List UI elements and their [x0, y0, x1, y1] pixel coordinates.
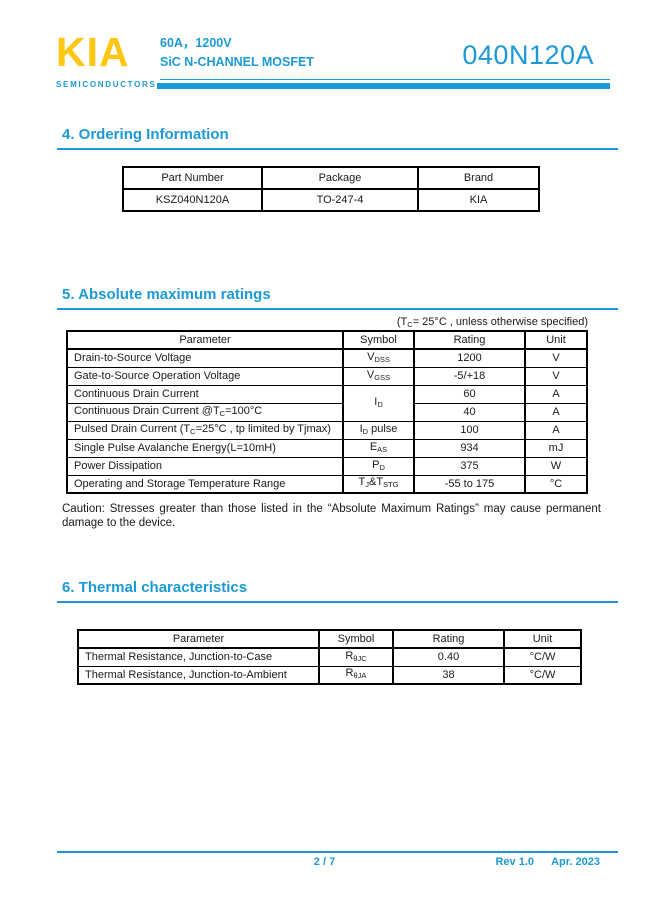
table-row: Power Dissipation PD 375 W — [66, 456, 588, 476]
device-summary: 60A，1200V SiC N-CHANNEL MOSFET — [160, 34, 314, 72]
table-row: Gate-to-Source Operation Voltage VGSS -5… — [66, 366, 588, 386]
cell-param: Power Dissipation — [66, 456, 344, 476]
cell-symbol: ID — [342, 384, 415, 422]
cell-unit: mJ — [524, 438, 588, 458]
cell-package: TO-247-4 — [261, 188, 419, 212]
cell-rating: 100 — [413, 420, 526, 440]
cell-unit: V — [524, 348, 588, 368]
table-row: Pulsed Drain Current (TC=25°C , tp limit… — [66, 420, 588, 440]
cell-param: Single Pulse Avalanche Energy(L=10mH) — [66, 438, 344, 458]
col-header-parameter: Parameter — [77, 629, 320, 649]
cell-rating: 934 — [413, 438, 526, 458]
cell-unit: W — [524, 456, 588, 476]
col-header-parameter: Parameter — [66, 330, 344, 350]
cell-rating: 40 — [413, 402, 526, 422]
cell-rating: 375 — [413, 456, 526, 476]
ordering-table-header-row: Part Number Package Brand — [122, 166, 540, 190]
device-rating-line: 60A，1200V — [160, 36, 232, 50]
thermal-header-row: Parameter Symbol Rating Unit — [77, 629, 582, 649]
cell-param: Thermal Resistance, Junction-to-Case — [77, 647, 320, 667]
cell-unit: A — [524, 402, 588, 422]
device-type-line: SiC N-CHANNEL MOSFET — [160, 55, 314, 69]
cell-unit: °C — [524, 474, 588, 494]
col-header-unit: Unit — [503, 629, 582, 649]
cell-unit: °C/W — [503, 665, 582, 685]
revision-label: Rev 1.0 — [495, 856, 535, 868]
kia-logo: KIA — [56, 29, 130, 75]
revision-date: Apr. 2023 — [551, 856, 600, 868]
table-row: Thermal Resistance, Junction-to-Case RθJ… — [77, 647, 582, 667]
page-indicator: 2 / 7 — [313, 856, 336, 868]
cell-param: Continuous Drain Current — [66, 384, 344, 404]
section-rule-ordering — [57, 148, 618, 150]
cell-rating: -5/+18 — [413, 366, 526, 386]
col-header-rating: Rating — [392, 629, 505, 649]
col-header-rating: Rating — [413, 330, 526, 350]
section-rule-thermal — [57, 601, 618, 603]
cell-param: Pulsed Drain Current (TC=25°C , tp limit… — [66, 420, 344, 440]
cell-symbol: RθJA — [318, 665, 394, 685]
cell-param: Thermal Resistance, Junction-to-Ambient — [77, 665, 320, 685]
cell-param: Drain-to-Source Voltage — [66, 348, 344, 368]
cell-symbol: RθJC — [318, 647, 394, 667]
table-row: Drain-to-Source Voltage VDSS 1200 V — [66, 348, 588, 368]
cell-brand: KIA — [417, 188, 540, 212]
cell-symbol: EAS — [342, 438, 415, 458]
header-rule-thick — [157, 83, 610, 89]
cell-symbol: VDSS — [342, 348, 415, 368]
col-header-part-number: Part Number — [122, 166, 263, 190]
revision-info: Rev 1.0 Apr. 2023 — [495, 856, 600, 868]
part-number-title: 040N120A — [462, 40, 594, 70]
cell-param: Operating and Storage Temperature Range — [66, 474, 344, 494]
kia-logo-subtitle: SEMICONDUCTORS — [56, 80, 157, 89]
cell-symbol: TJ&TSTG — [342, 474, 415, 494]
cell-unit: V — [524, 366, 588, 386]
cell-symbol: VGSS — [342, 366, 415, 386]
section-heading-thermal: 6. Thermal characteristics — [62, 579, 248, 596]
col-header-brand: Brand — [417, 166, 540, 190]
col-header-symbol: Symbol — [318, 629, 394, 649]
thermal-table: Parameter Symbol Rating Unit Thermal Res… — [77, 629, 582, 685]
cell-symbol: PD — [342, 456, 415, 476]
header-rule-thin — [160, 79, 610, 80]
cell-param: Gate-to-Source Operation Voltage — [66, 366, 344, 386]
cell-unit: °C/W — [503, 647, 582, 667]
cell-rating: 1200 — [413, 348, 526, 368]
table-row: Continuous Drain Current @TC=100°C 40 A — [66, 402, 588, 422]
col-header-unit: Unit — [524, 330, 588, 350]
cell-unit: A — [524, 420, 588, 440]
cell-part-number: KSZ040N120A — [122, 188, 263, 212]
table-row: Thermal Resistance, Junction-to-Ambient … — [77, 665, 582, 685]
abs-max-header-row: Parameter Symbol Rating Unit — [66, 330, 588, 350]
col-header-symbol: Symbol — [342, 330, 415, 350]
table-row: Single Pulse Avalanche Energy(L=10mH) EA… — [66, 438, 588, 458]
cell-rating: 0.40 — [392, 647, 505, 667]
cell-rating: 38 — [392, 665, 505, 685]
col-header-package: Package — [261, 166, 419, 190]
table-row: Operating and Storage Temperature Range … — [66, 474, 588, 494]
cell-param: Continuous Drain Current @TC=100°C — [66, 402, 344, 422]
table-row: Continuous Drain Current ID 60 A — [66, 384, 588, 422]
section-heading-ordering: 4. Ordering Information — [62, 126, 229, 143]
cell-rating: 60 — [413, 384, 526, 404]
condition-note: (TC= 25°C , unless otherwise specified) — [396, 316, 588, 329]
cell-rating: -55 to 175 — [413, 474, 526, 494]
section-heading-abs-max: 5. Absolute maximum ratings — [62, 286, 271, 303]
section-rule-abs-max — [57, 308, 618, 310]
cell-unit: A — [524, 384, 588, 404]
footer-rule — [57, 851, 618, 853]
cell-symbol: ID pulse — [342, 420, 415, 440]
abs-max-table: Parameter Symbol Rating Unit Drain-to-So… — [66, 330, 588, 494]
ordering-table: Part Number Package Brand KSZ040N120A TO… — [122, 166, 540, 212]
caution-note: Caution: Stresses greater than those lis… — [62, 503, 601, 529]
ordering-table-row: KSZ040N120A TO-247-4 KIA — [122, 188, 540, 212]
